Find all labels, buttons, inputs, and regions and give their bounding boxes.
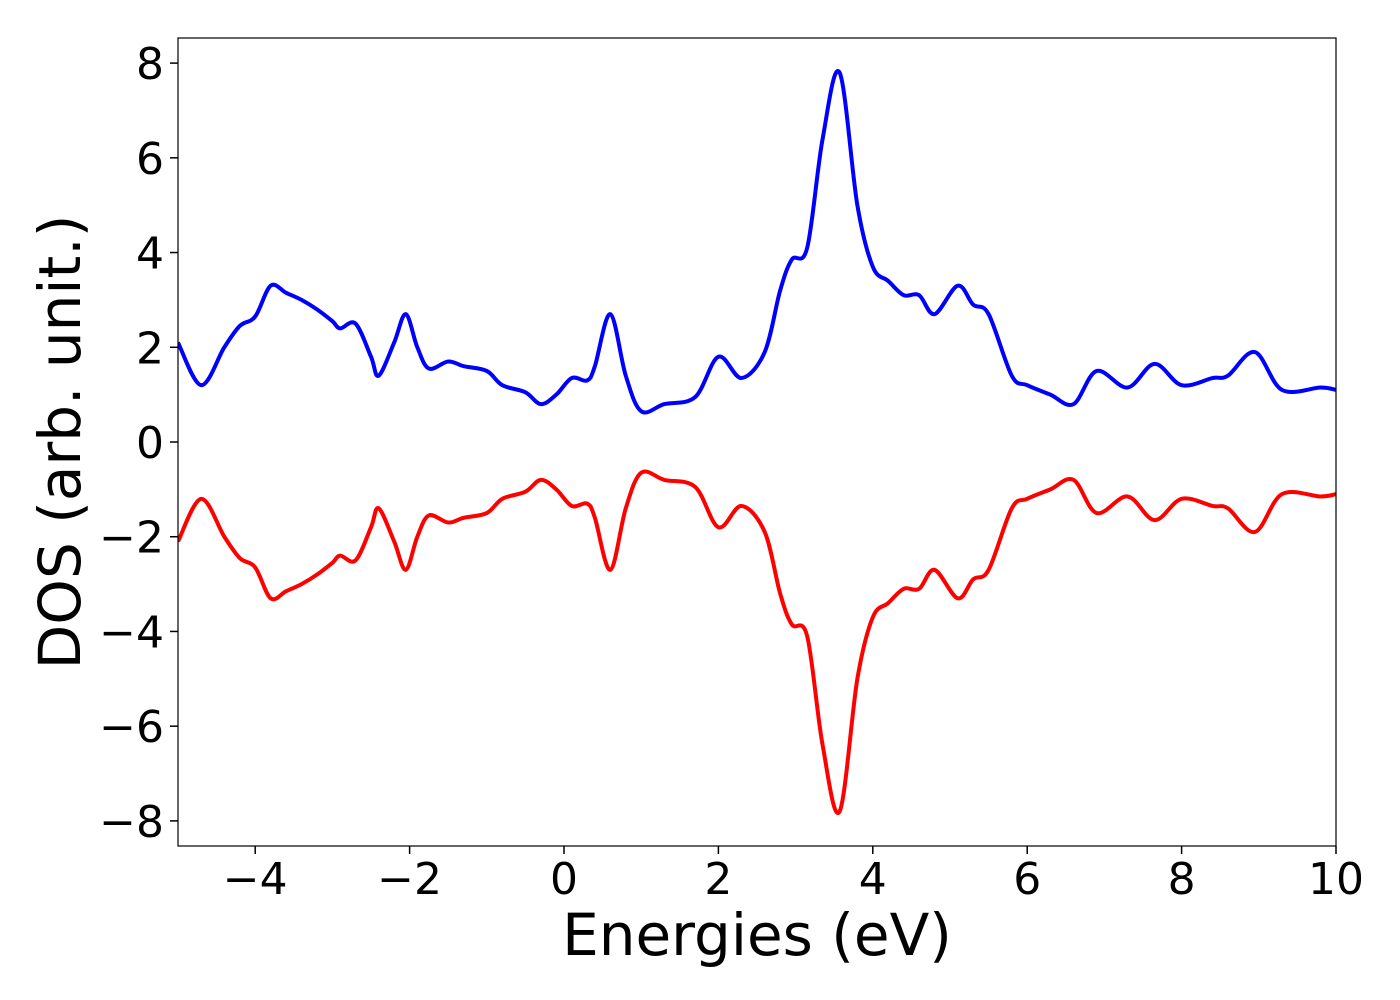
y-tick-label: 2 [136,323,164,374]
x-axis-label: Energies (eV) [562,901,952,969]
x-tick-label: 10 [1308,854,1364,905]
y-tick-label: −4 [99,607,164,658]
plot-frame [177,37,1337,847]
series-line [178,68,1336,415]
x-tick-label: 4 [859,854,887,905]
y-axis-label: DOS (arb. unit.) [26,215,94,670]
y-tick-label: 4 [136,229,164,280]
series-line [178,469,1336,816]
x-tick-label: 2 [704,854,732,905]
x-tick-label: 6 [1013,854,1041,905]
y-tick-label: 6 [136,134,164,185]
x-tick-label: −2 [377,854,442,905]
y-tick-label: 8 [136,39,164,90]
x-tick-label: 0 [550,854,578,905]
x-tick-label: 8 [1168,854,1196,905]
y-tick-label: −2 [99,513,164,564]
y-tick-label: −6 [99,702,164,753]
y-tick-label: −8 [99,797,164,848]
x-tick-label: −4 [223,854,288,905]
y-tick-label: 0 [136,418,164,469]
